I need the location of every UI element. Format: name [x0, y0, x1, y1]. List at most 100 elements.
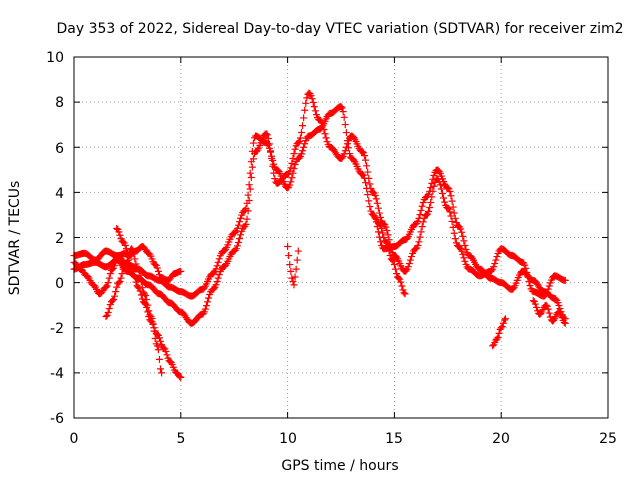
data-point	[300, 143, 308, 151]
data-point	[450, 209, 458, 217]
data-point	[177, 267, 185, 275]
data-point	[293, 256, 301, 264]
data-point	[462, 246, 470, 254]
data-point	[84, 272, 92, 280]
data-point	[429, 187, 437, 195]
data-point	[342, 143, 350, 151]
data-point	[113, 283, 121, 291]
y-tick-label: -4	[50, 366, 64, 382]
data-point	[104, 279, 112, 287]
data-point	[301, 140, 309, 148]
data-point	[437, 185, 445, 193]
data-point	[555, 301, 563, 309]
data-point	[362, 156, 370, 164]
data-point	[495, 329, 503, 337]
data-point	[210, 285, 218, 293]
data-point	[550, 316, 558, 324]
data-point	[236, 235, 244, 243]
data-point	[544, 305, 552, 313]
data-point	[390, 261, 398, 269]
data-point	[122, 245, 130, 253]
data-point	[457, 225, 465, 233]
data-point	[545, 282, 553, 290]
data-point	[116, 231, 124, 239]
data-point	[294, 247, 302, 255]
data-point	[284, 243, 292, 251]
data-point	[378, 224, 386, 232]
data-point	[231, 228, 239, 236]
data-point	[494, 333, 502, 341]
data-point	[215, 271, 223, 279]
data-point	[490, 263, 498, 271]
data-point	[435, 178, 443, 186]
data-point	[341, 121, 349, 129]
data-point	[366, 203, 374, 211]
x-tick-label: 5	[177, 431, 186, 447]
data-point	[308, 95, 316, 103]
data-point	[249, 139, 257, 147]
data-point	[383, 226, 391, 234]
data-point	[323, 138, 331, 146]
data-point	[418, 223, 426, 231]
data-point	[370, 212, 378, 220]
data-point	[338, 154, 346, 162]
data-point	[303, 94, 311, 102]
data-point	[447, 192, 455, 200]
data-point	[299, 122, 307, 130]
series-track-6	[284, 243, 302, 289]
data-point	[382, 223, 390, 231]
data-point	[415, 238, 423, 246]
data-point	[212, 281, 220, 289]
data-point	[204, 298, 211, 306]
data-point	[341, 147, 349, 155]
x-tick-label: 20	[492, 431, 510, 447]
data-point	[290, 165, 298, 173]
data-point	[498, 322, 506, 330]
data-point	[154, 267, 162, 275]
data-point	[110, 295, 118, 303]
data-point	[201, 305, 209, 313]
data-point	[136, 271, 144, 279]
data-point	[449, 223, 457, 231]
data-point	[268, 155, 276, 163]
data-point	[430, 182, 438, 190]
data-point	[321, 130, 329, 138]
data-point	[132, 260, 140, 268]
data-point	[362, 179, 370, 187]
data-point	[290, 281, 298, 289]
data-point	[440, 194, 448, 202]
data-point	[451, 235, 459, 243]
data-point	[153, 342, 161, 350]
data-point	[247, 173, 255, 181]
data-point	[137, 277, 145, 285]
y-tick-label: -2	[50, 321, 64, 337]
y-tick-label: 4	[55, 186, 64, 202]
data-point	[448, 197, 456, 205]
data-point	[143, 296, 151, 304]
data-point	[269, 162, 277, 170]
data-point	[112, 288, 120, 296]
data-point	[532, 303, 540, 311]
data-point	[103, 282, 111, 290]
data-point	[414, 242, 422, 250]
data-point	[295, 138, 303, 146]
data-point	[115, 228, 123, 236]
y-tick-label: 8	[55, 95, 64, 111]
data-point	[151, 334, 159, 342]
data-point	[320, 126, 328, 134]
data-point	[338, 104, 346, 112]
data-point	[215, 255, 223, 263]
data-point	[404, 263, 412, 271]
data-point	[157, 365, 165, 373]
data-point	[364, 191, 372, 199]
data-point	[444, 184, 452, 192]
y-tick-label: 6	[55, 141, 64, 157]
data-point	[419, 198, 427, 206]
data-point	[406, 256, 414, 264]
data-point	[377, 221, 385, 229]
series-track-7	[369, 211, 409, 298]
data-point	[544, 285, 552, 293]
data-point	[375, 209, 383, 217]
data-point	[131, 255, 139, 263]
